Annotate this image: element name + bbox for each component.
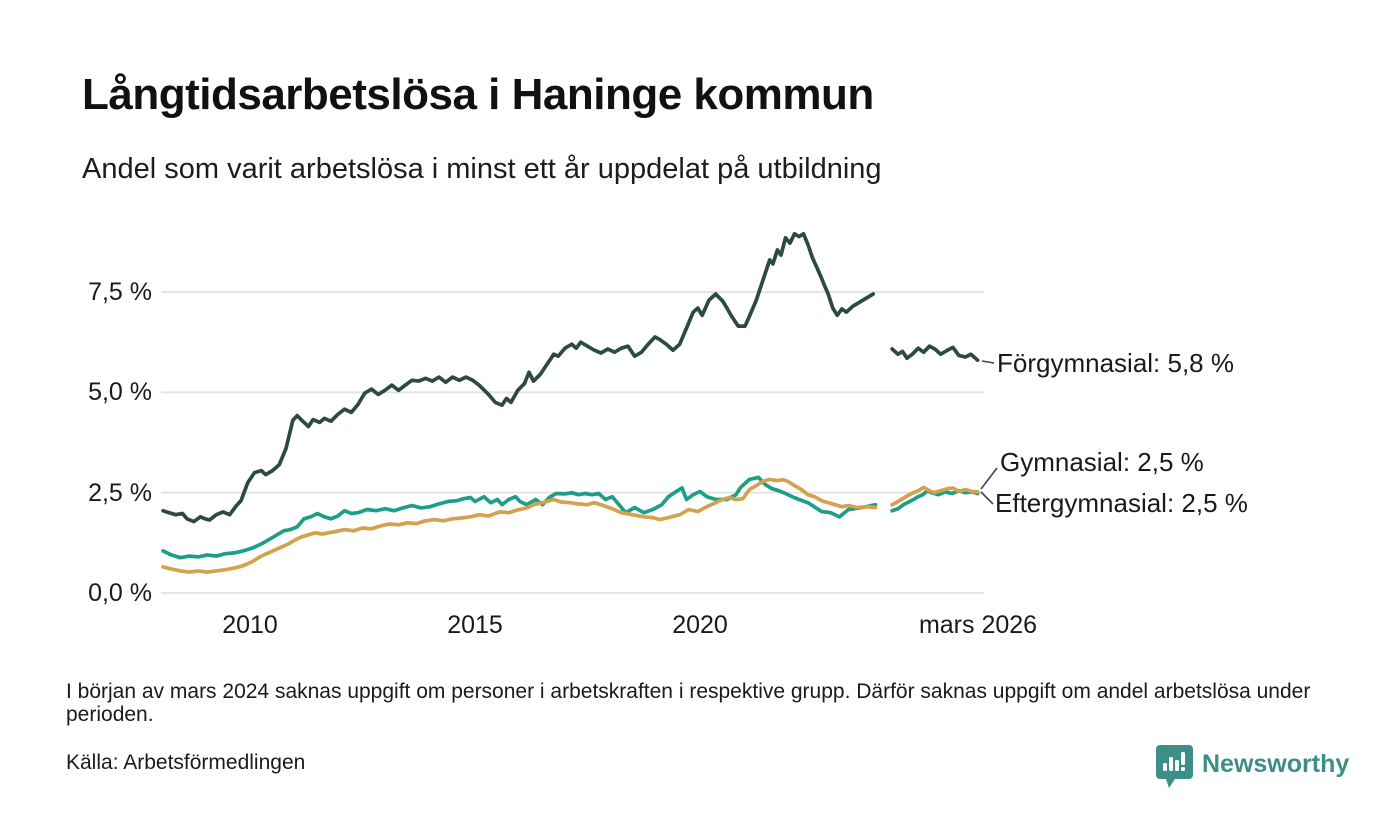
page-subtitle: Andel som varit arbetslösa i minst ett å… bbox=[82, 153, 882, 185]
forgymnasial-connector-line bbox=[981, 360, 995, 364]
gymnasial-connector-line bbox=[980, 467, 998, 490]
x-tick-2020: 2020 bbox=[672, 611, 728, 639]
y-tick-5-0: 5,0 % bbox=[88, 378, 152, 406]
series-label-eftergymnasial: Eftergymnasial: 2,5 % bbox=[995, 488, 1248, 518]
series-line-förgymnasial bbox=[161, 231, 980, 524]
page-title: Långtidsarbetslösa i Haninge kommun bbox=[82, 70, 874, 119]
label-connectors bbox=[980, 360, 998, 505]
newsworthy-logo-text: Newsworthy bbox=[1202, 749, 1350, 778]
series-label-gymnasial: Gymnasial: 2,5 % bbox=[1000, 447, 1204, 477]
y-tick-2-5: 2,5 % bbox=[88, 479, 152, 507]
series-lines bbox=[161, 231, 980, 574]
eftergymnasial-connector-line bbox=[980, 491, 994, 505]
x-tick-mars-2026: mars 2026 bbox=[918, 611, 1038, 639]
series-label-forgymnasial: Förgymnasial: 5,8 % bbox=[997, 348, 1234, 378]
y-tick-0-0: 0,0 % bbox=[88, 579, 152, 607]
gridlines bbox=[161, 291, 984, 594]
source-attribution: Källa: Arbetsförmedlingen bbox=[66, 751, 306, 774]
newsworthy-logo[interactable]: Newsworthy bbox=[1156, 744, 1349, 790]
newsworthy-logo-icon bbox=[1156, 745, 1193, 788]
chart-footnote: I början av mars 2024 saknas uppgift om … bbox=[66, 680, 1311, 726]
x-tick-2015: 2015 bbox=[447, 611, 503, 639]
series-line-eftergymnasial bbox=[161, 477, 980, 574]
y-tick-7-5: 7,5 % bbox=[88, 278, 152, 306]
x-tick-2010: 2010 bbox=[222, 611, 278, 639]
